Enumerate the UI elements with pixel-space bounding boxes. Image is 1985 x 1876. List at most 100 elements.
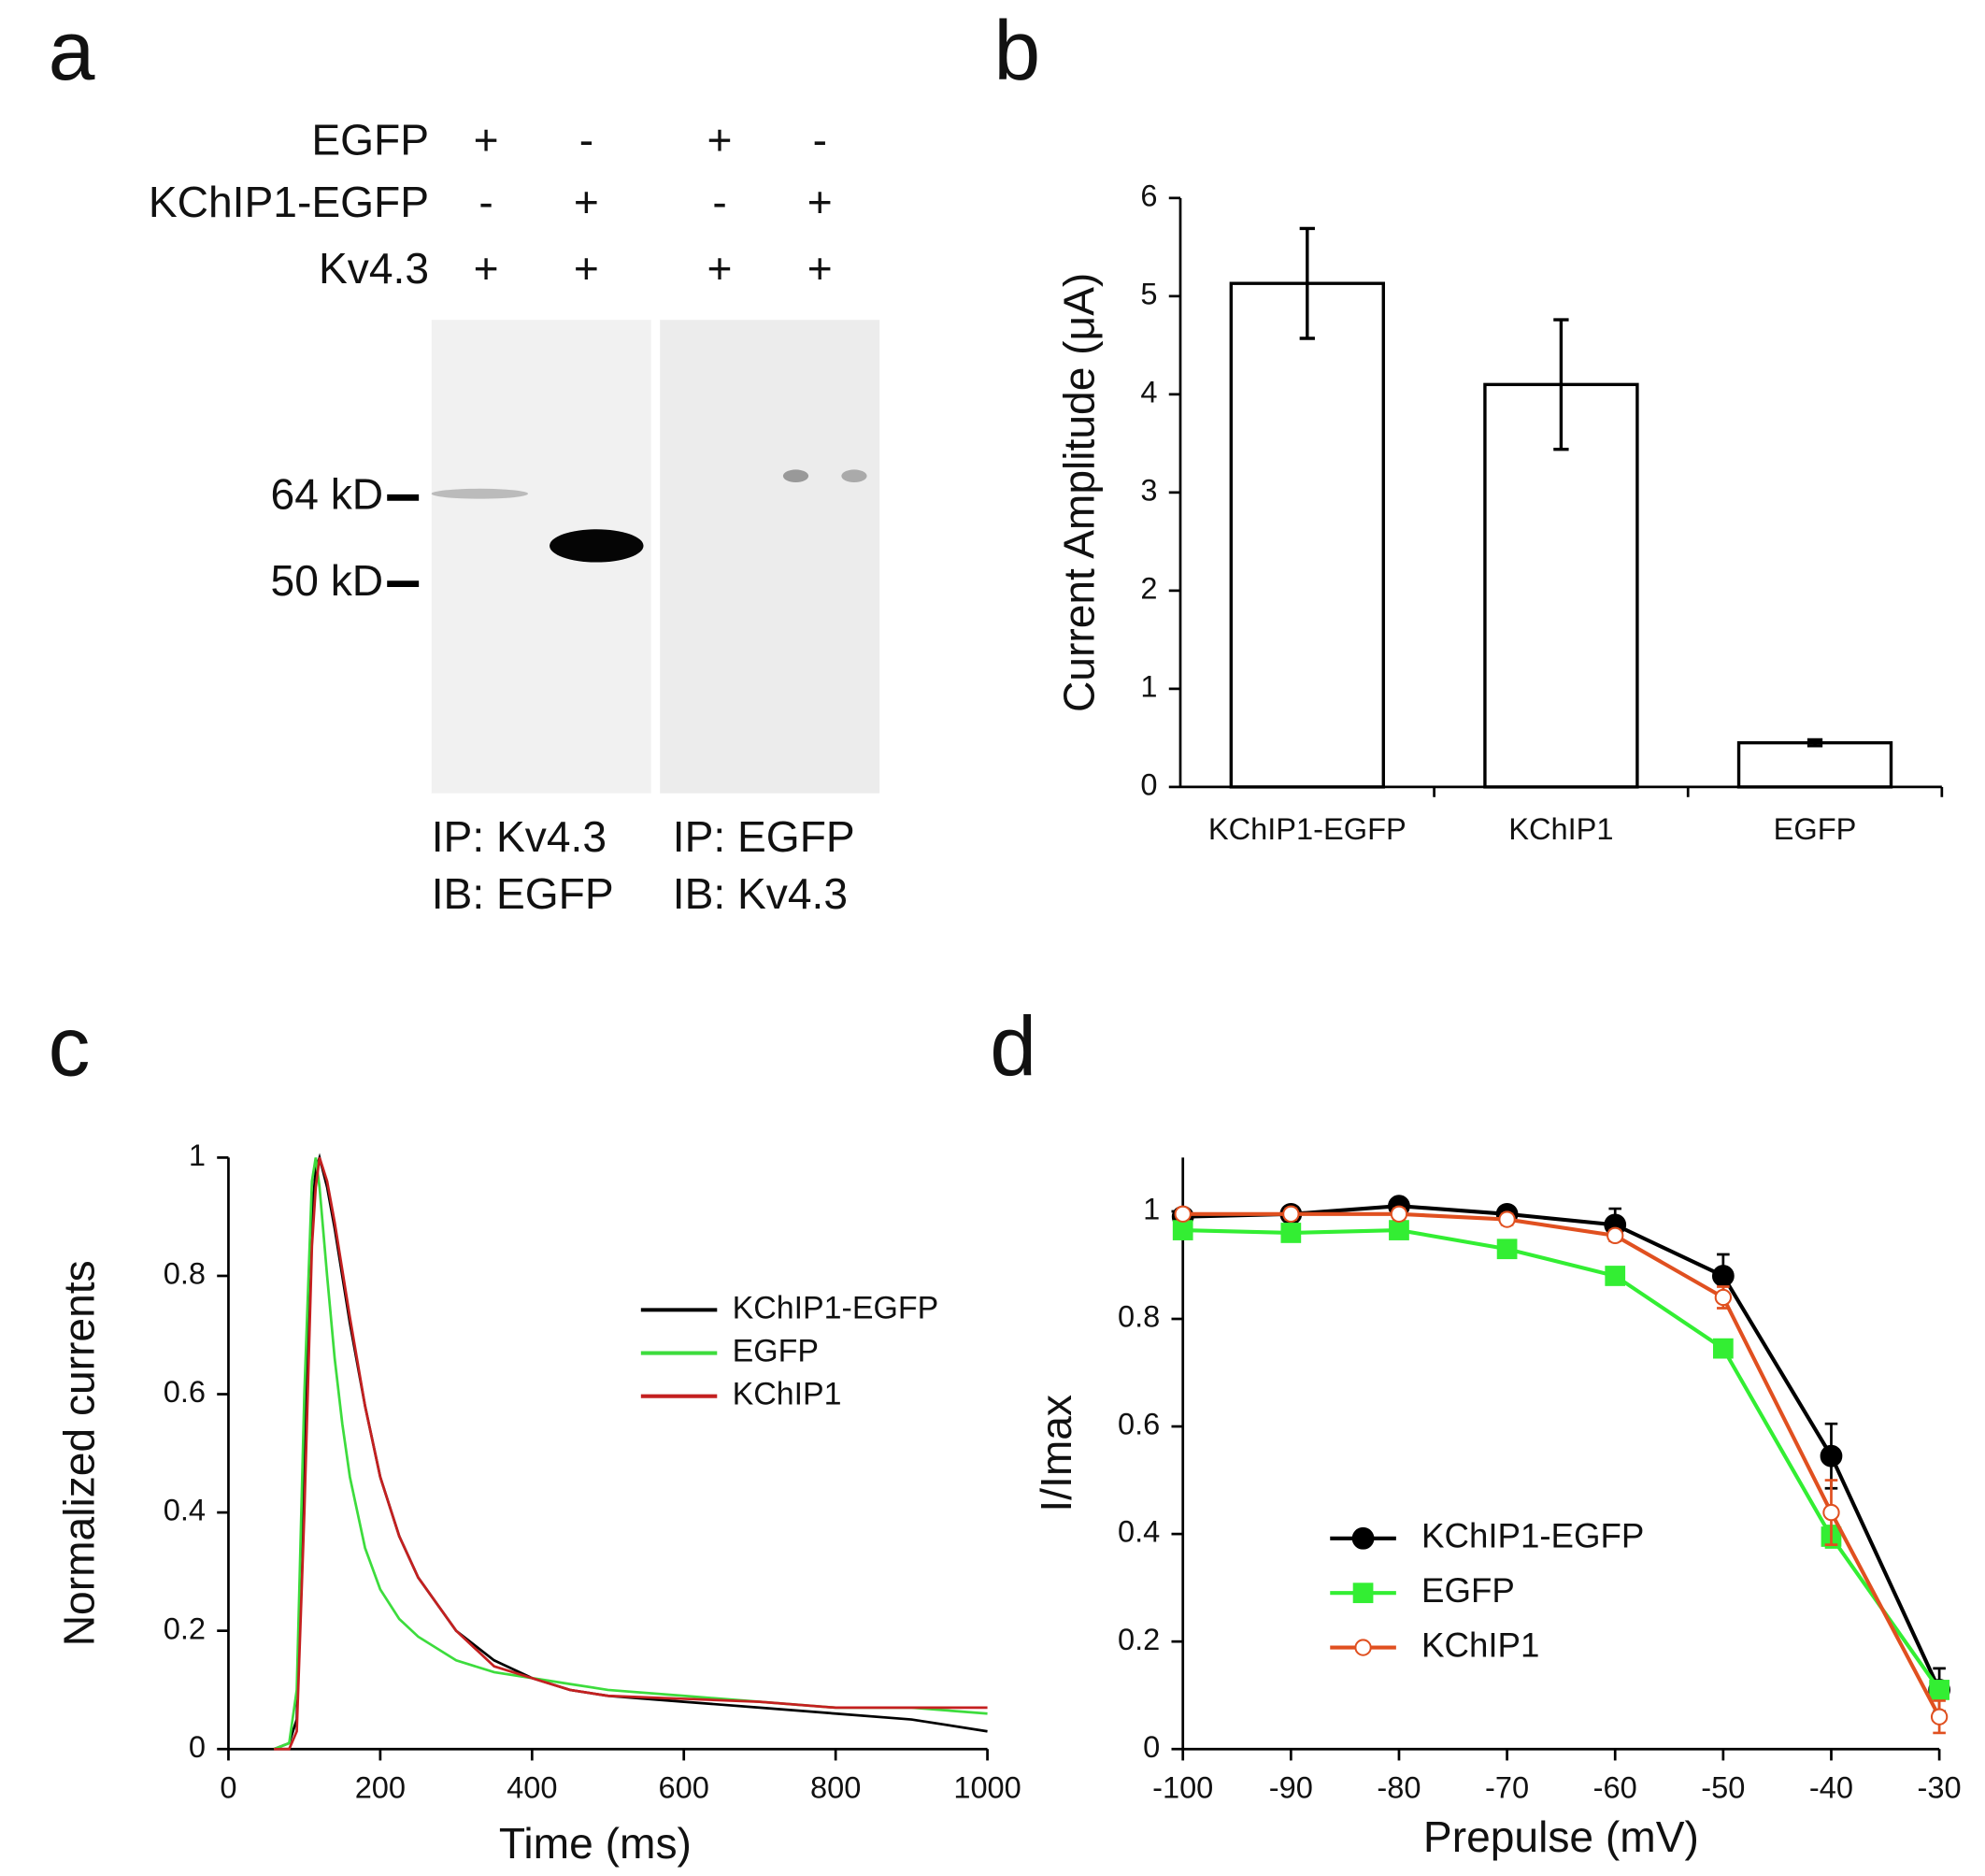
y-tick-label: 1: [1140, 669, 1157, 704]
marker: [1930, 1708, 1949, 1726]
x-tick-label: 200: [355, 1769, 406, 1804]
lane-sign: +: [807, 244, 833, 293]
lane-sign: +: [474, 116, 499, 165]
error-bar: [1299, 226, 1315, 340]
error-bar: [1553, 318, 1569, 451]
x-tick-label: EGFP: [1774, 811, 1857, 846]
y-tick-label: 0.6: [1118, 1407, 1160, 1441]
x-tick-label: -60: [1593, 1769, 1637, 1804]
y-tick-label: 0: [1140, 767, 1157, 802]
blot-band: [431, 488, 528, 499]
panel-label: b: [993, 4, 1040, 97]
y-tick-label: 0.2: [1118, 1622, 1160, 1656]
y-tick-label: 0.6: [164, 1374, 206, 1409]
x-tick-label: 1000: [953, 1769, 1021, 1804]
blot-band: [550, 529, 644, 563]
y-tick-label: 4: [1140, 374, 1157, 408]
marker: [1714, 1288, 1733, 1307]
y-tick-label: 0: [189, 1729, 206, 1764]
y-axis-title: Current Amplitude (μA): [1055, 273, 1104, 712]
panel-label: a: [49, 4, 95, 97]
marker: [1929, 1680, 1949, 1700]
x-tick-label: -100: [1152, 1769, 1213, 1804]
blot-caption: IP: EGFP: [673, 812, 855, 861]
series-line: [274, 1157, 988, 1751]
marker: [1354, 1639, 1372, 1656]
legend-label: EGFP: [1421, 1571, 1515, 1610]
bar: [1736, 740, 1893, 789]
y-tick-label: 6: [1140, 178, 1157, 212]
x-tick-label: -70: [1485, 1769, 1529, 1804]
legend-label: KChIP1-EGFP: [1421, 1516, 1644, 1554]
series-line: [273, 1157, 988, 1751]
marker: [1172, 1220, 1193, 1240]
blot-caption: IP: Kv4.3: [432, 812, 607, 861]
marker: [1496, 1239, 1518, 1260]
lane-sign: +: [707, 244, 733, 293]
marker: [1280, 1223, 1302, 1243]
y-tick-label: 3: [1140, 472, 1157, 507]
lane-sign: -: [712, 178, 726, 226]
row-label: KChIP1-EGFP: [149, 178, 429, 226]
y-tick-label: 0.2: [164, 1611, 206, 1645]
x-tick-label: -80: [1377, 1769, 1421, 1804]
lane-sign: +: [807, 178, 833, 226]
x-tick-label: -50: [1701, 1769, 1745, 1804]
x-tick-label: -30: [1918, 1769, 1962, 1804]
legend-label: EGFP: [733, 1334, 819, 1369]
panel-label: d: [990, 1000, 1036, 1094]
x-tick-label: 400: [507, 1769, 557, 1804]
bar: [1229, 281, 1385, 789]
marker: [1282, 1205, 1300, 1223]
lane-sign: +: [474, 244, 499, 293]
row-label: EGFP: [311, 116, 429, 165]
y-tick-label: 0.4: [1118, 1514, 1160, 1549]
y-axis-title: Normalized currents: [54, 1260, 103, 1646]
x-tick-label: KChIP1: [1508, 811, 1613, 846]
blot-band: [782, 469, 809, 483]
blot-caption: IB: Kv4.3: [673, 869, 848, 918]
legend-label: KChIP1-EGFP: [733, 1290, 939, 1325]
x-axis-title: Prepulse (mV): [1423, 1812, 1699, 1861]
lane-sign: -: [478, 178, 493, 226]
y-tick-label: 0: [1143, 1729, 1160, 1764]
row-label: Kv4.3: [319, 244, 429, 293]
marker: [1607, 1226, 1624, 1244]
marker: [1605, 1266, 1626, 1286]
y-tick-label: 2: [1140, 570, 1157, 605]
legend-label: KChIP1: [733, 1377, 842, 1412]
marker: [1712, 1338, 1734, 1359]
legend-label: KChIP1: [1421, 1625, 1539, 1664]
lane-sign: +: [574, 178, 599, 226]
marker: [1389, 1220, 1409, 1240]
series-line: [1182, 1211, 1941, 1718]
size-marker: 50 kD: [271, 556, 384, 605]
x-tick-label: KChIP1-EGFP: [1208, 811, 1407, 846]
blot-caption: IB: EGFP: [432, 869, 614, 918]
lane-sign: -: [813, 116, 827, 165]
marker: [1352, 1582, 1374, 1604]
marker: [1351, 1526, 1375, 1550]
size-marker: 64 kD: [271, 470, 384, 519]
marker: [1174, 1205, 1192, 1223]
panel-label: c: [49, 1000, 91, 1094]
marker: [1820, 1444, 1843, 1468]
y-axis-title: I/Imax: [1032, 1395, 1080, 1512]
marker: [1498, 1210, 1516, 1228]
y-tick-label: 5: [1140, 276, 1157, 310]
lane-sign: +: [574, 244, 599, 293]
lane-sign: -: [579, 116, 593, 165]
marker: [1822, 1503, 1840, 1522]
x-tick-label: 600: [659, 1769, 709, 1804]
marker: [1390, 1205, 1408, 1223]
x-axis-title: Time (ms): [499, 1819, 692, 1868]
series-line: [273, 1153, 988, 1751]
x-tick-label: 0: [220, 1769, 236, 1804]
y-tick-label: 1: [189, 1138, 206, 1172]
series-line: [1182, 1228, 1941, 1692]
error-bar: [1806, 738, 1823, 748]
y-tick-label: 1: [1143, 1192, 1160, 1226]
marker: [1711, 1265, 1735, 1287]
blot-lane-right: [660, 320, 880, 794]
y-tick-label: 0.8: [164, 1256, 206, 1291]
